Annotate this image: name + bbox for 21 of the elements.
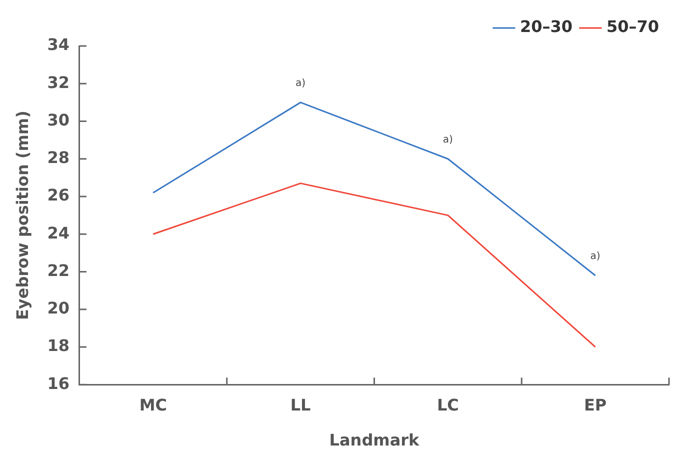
annotation: a) (442, 134, 454, 146)
x-axis-title: Landmark (329, 430, 420, 450)
y-tick-label: 22 (47, 260, 70, 280)
y-tick-label: 28 (47, 148, 70, 168)
y-tick-label: 16 (47, 374, 70, 393)
y-tick-label: 26 (47, 186, 70, 205)
y-tick-label: 18 (47, 336, 70, 356)
y-tick-label: 20 (47, 298, 70, 318)
legend-label: 20–30 (520, 17, 572, 36)
legend-label: 50–70 (606, 17, 659, 36)
y-axis-title: Eyebrow position (mm) (12, 110, 32, 320)
x-tick-label: LL (290, 395, 311, 414)
annotation: a) (296, 78, 306, 90)
y-tick-label: 30 (47, 110, 70, 130)
annotation: a) (590, 251, 600, 262)
x-tick-label: LC (436, 395, 459, 414)
y-tick-label: 32 (47, 72, 70, 92)
x-tick-label: MC (139, 395, 167, 414)
x-tick-label: EP (584, 395, 607, 414)
y-tick-label: 34 (47, 35, 70, 54)
y-tick-label: 24 (47, 223, 70, 242)
